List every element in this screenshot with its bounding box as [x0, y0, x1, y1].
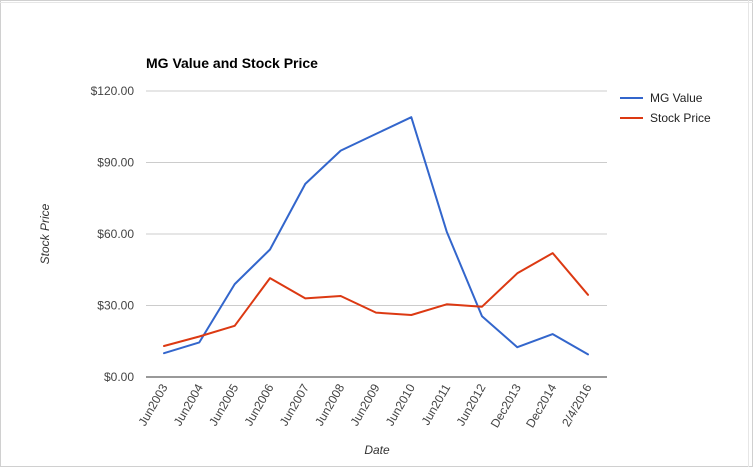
y-axis-ticks: $0.00 $30.00 $60.00 $90.00 $120.00 — [91, 84, 135, 384]
data-point-mg-value — [303, 181, 308, 186]
x-tick-label: Jun2009 — [347, 381, 382, 428]
series-line-mg-value — [163, 116, 589, 356]
data-point-mg-value — [162, 351, 167, 356]
data-point-mg-value — [374, 131, 379, 136]
data-point-mg-value — [232, 282, 237, 287]
data-point-mg-value — [480, 314, 485, 319]
data-point-stock-price — [303, 296, 308, 301]
data-point-mg-value — [338, 148, 343, 153]
data-point-mg-value — [268, 247, 273, 252]
data-point-stock-price — [480, 304, 485, 309]
data-point-stock-price — [338, 293, 343, 298]
chart-title: MG Value and Stock Price — [146, 55, 318, 71]
data-point-mg-value — [444, 229, 449, 234]
x-tick-label: Jun2012 — [453, 381, 488, 428]
y-tick-label: $30.00 — [97, 299, 134, 313]
y-tick-label: $0.00 — [104, 370, 134, 384]
data-point-stock-price — [197, 334, 202, 339]
data-point-stock-price — [586, 292, 591, 297]
legend-label-stock-price: Stock Price — [650, 111, 711, 125]
legend-label-mg-value: MG Value — [650, 91, 703, 105]
data-point-stock-price — [374, 310, 379, 315]
x-axis-label: Date — [364, 443, 390, 457]
data-point-stock-price — [268, 276, 273, 281]
x-tick-label: Jun2006 — [241, 381, 276, 428]
sheet-gridline-top — [0, 2, 753, 3]
x-tick-label: 2/4/2016 — [559, 381, 595, 429]
legend[interactable]: MG Value Stock Price — [620, 91, 711, 125]
data-point-stock-price — [409, 313, 414, 318]
x-tick-label: Jun2008 — [312, 381, 347, 428]
x-tick-label: Jun2004 — [171, 381, 206, 428]
x-tick-label: Jun2003 — [135, 381, 170, 428]
data-point-stock-price — [444, 302, 449, 307]
x-axis-ticks: Jun2003 Jun2004 Jun2005 Jun2006 Jun2007 Jun20… — [135, 381, 594, 430]
x-tick-label: Jun2011 — [419, 381, 454, 427]
data-point-mg-value — [515, 345, 520, 350]
series-lines — [162, 115, 591, 357]
data-point-stock-price — [515, 271, 520, 276]
data-point-stock-price — [232, 323, 237, 328]
y-tick-label: $60.00 — [97, 227, 134, 241]
data-point-stock-price — [162, 344, 167, 349]
x-tick-label: Jun2007 — [277, 381, 312, 428]
x-tick-label: Dec2014 — [523, 381, 559, 430]
y-tick-label: $90.00 — [97, 156, 134, 170]
data-point-mg-value — [550, 332, 555, 337]
data-point-mg-value — [197, 340, 202, 345]
data-point-stock-price — [550, 251, 555, 256]
y-tick-label: $120.00 — [91, 84, 135, 98]
y-axis-label: Stock Price — [38, 203, 52, 264]
sheet-gridline-right — [748, 0, 749, 467]
x-tick-label: Jun2005 — [206, 381, 241, 428]
x-tick-label: Dec2013 — [488, 381, 524, 430]
x-tick-label: Jun2010 — [383, 381, 418, 428]
data-point-mg-value — [586, 352, 591, 357]
data-point-mg-value — [409, 115, 414, 120]
series-line-stock-price — [163, 252, 589, 347]
